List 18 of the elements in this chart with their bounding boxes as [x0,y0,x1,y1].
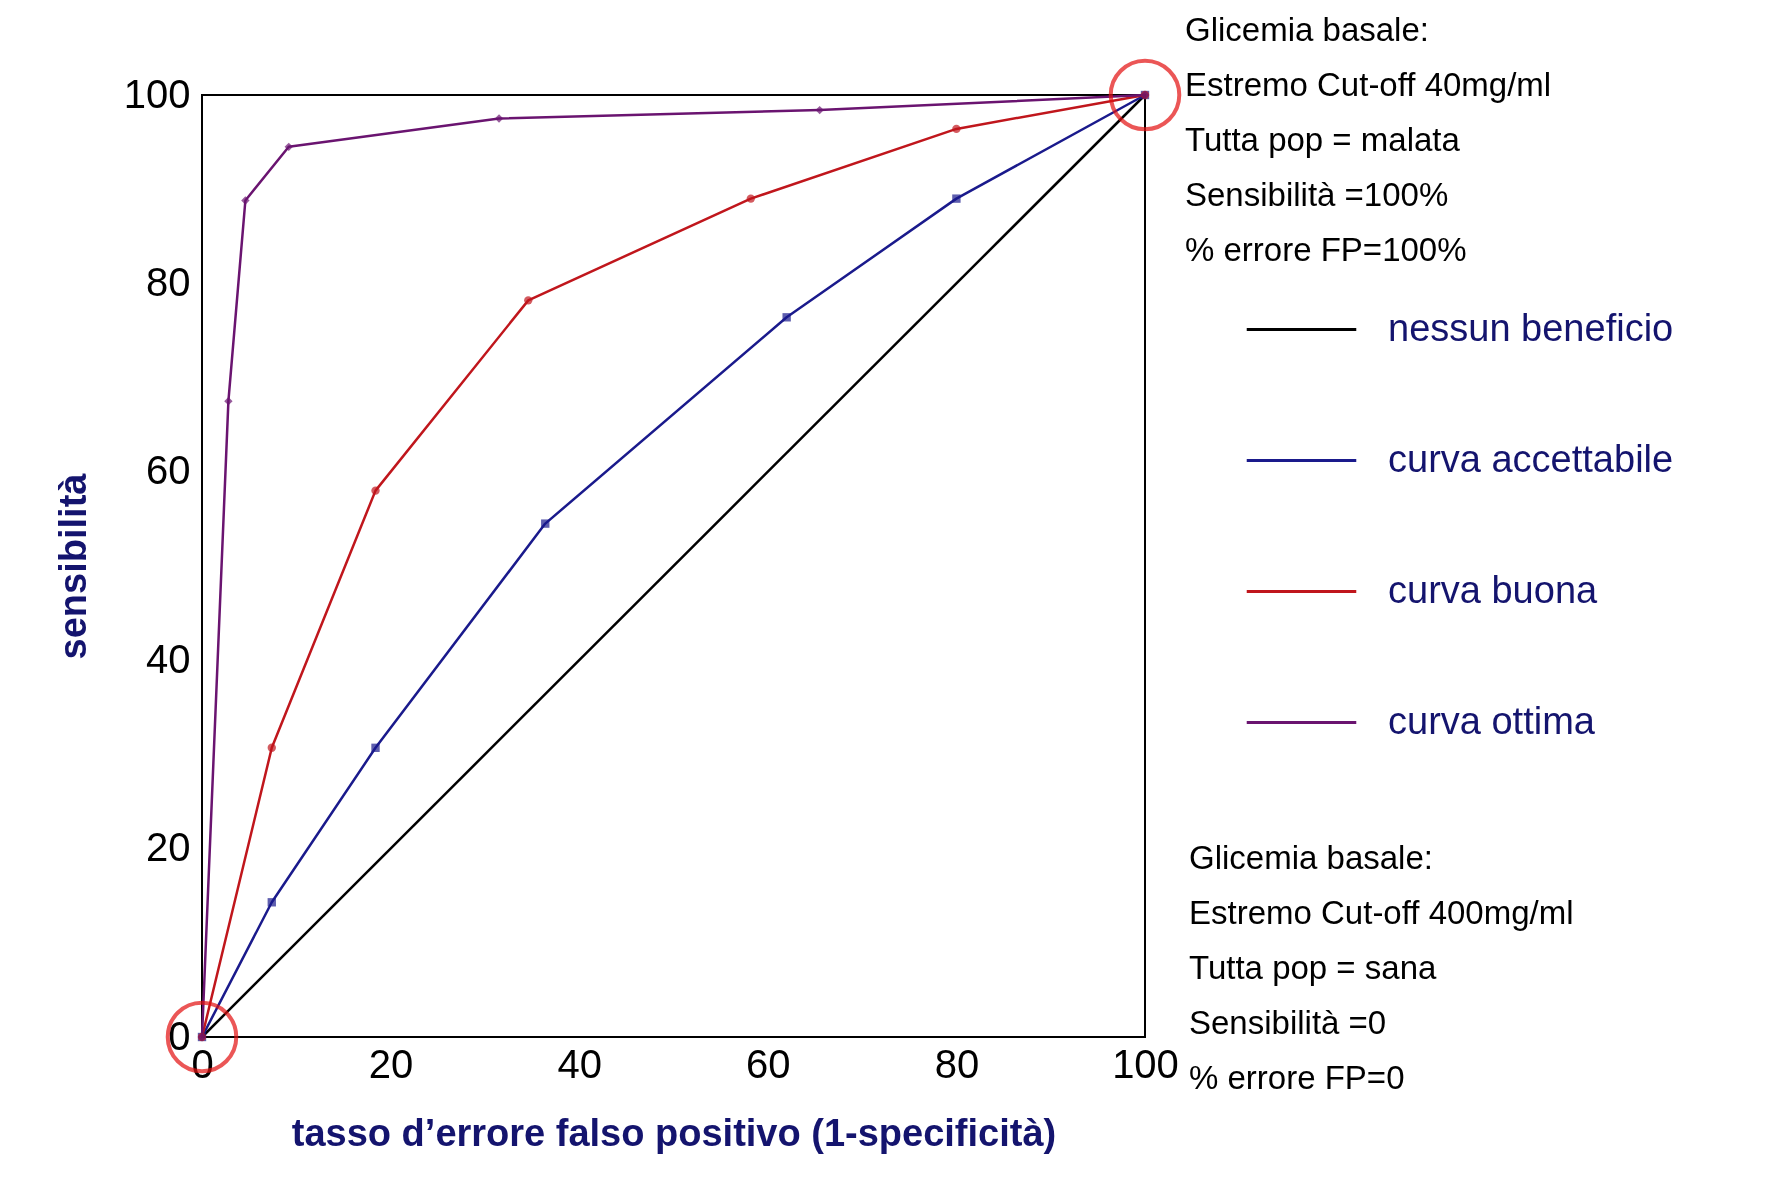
legend-label: nessun beneficio [1388,306,1674,349]
x-tick-label: 40 [557,1041,602,1086]
x-tick-label: 80 [934,1041,980,1086]
text: Glicemia basale: Estremo Cut-off 400mg/ml Tutta pop = sana Sensibilità =0 % errore FP=0 [1189,839,1574,1096]
text: Glicemia basale: Estremo Cut-off 40mg/ml Tutta pop = malata Sensibilità =100% % errore FP=100% [1185,11,1552,268]
legend-label: curva buona [1388,568,1599,611]
y-tick-label: 40 [146,636,191,681]
y-tick-label: 80 [146,259,191,304]
x-tick-label: 100 [1112,1041,1179,1086]
legend-label: curva ottima [1388,699,1596,742]
y-axis-title: sensibilità [51,472,94,660]
y-tick-label: 100 [123,71,191,116]
x-tick-label: 60 [746,1041,791,1086]
y-tick-label: 20 [146,825,191,870]
x-axis-title: tasso d’errore falso positivo (1-specificità) [291,1111,1057,1154]
legend-label: curva accettabile [1388,437,1674,480]
y-tick-label: 60 [146,448,191,493]
x-tick-label: 20 [368,1041,414,1086]
